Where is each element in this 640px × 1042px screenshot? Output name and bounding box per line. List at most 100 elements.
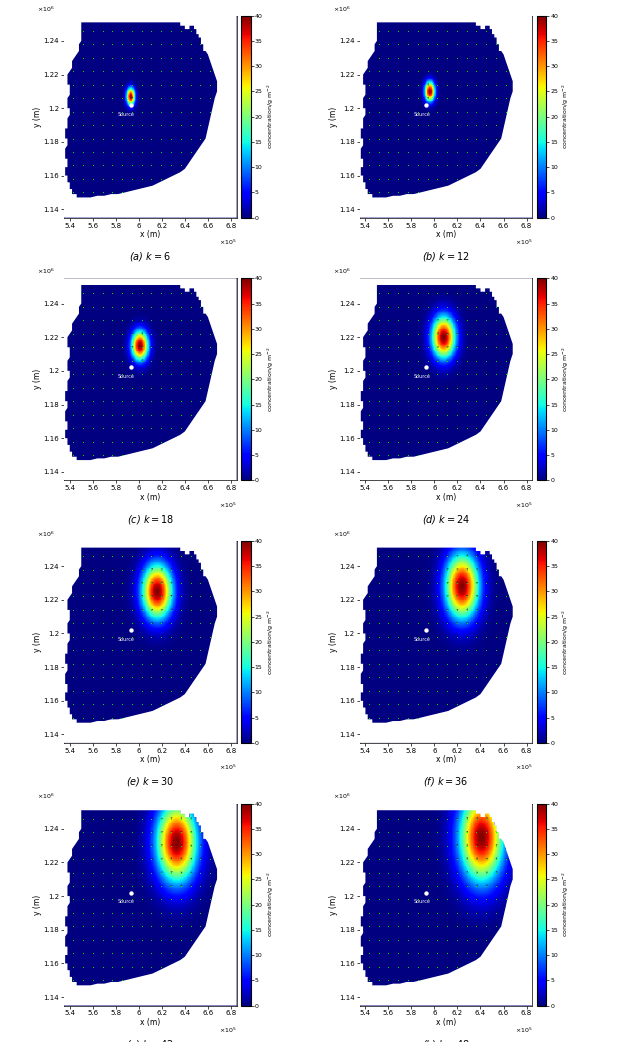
Point <box>127 76 137 93</box>
Point <box>136 339 147 355</box>
Point <box>413 683 423 699</box>
Point <box>166 932 176 948</box>
Point <box>195 655 205 672</box>
Point <box>78 628 88 645</box>
Point <box>166 850 176 867</box>
Point <box>393 642 403 659</box>
Point <box>147 325 157 342</box>
Y-axis label: concentration/g m$^{-2}$: concentration/g m$^{-2}$ <box>266 872 276 937</box>
Point <box>413 23 423 40</box>
Point <box>432 891 442 908</box>
X-axis label: x (m): x (m) <box>436 230 456 239</box>
Point <box>393 447 403 464</box>
Point <box>374 184 384 201</box>
Point <box>374 904 384 921</box>
Point <box>422 669 433 686</box>
Point <box>393 864 403 880</box>
Point <box>78 144 88 160</box>
Point <box>136 601 147 618</box>
Point <box>136 877 147 894</box>
Point <box>136 352 147 369</box>
Point <box>195 615 205 631</box>
Point <box>383 838 394 854</box>
Point <box>481 130 492 147</box>
Point <box>186 286 196 302</box>
Point <box>97 103 108 120</box>
Point <box>68 642 78 659</box>
Point <box>108 35 118 52</box>
Point <box>127 433 137 450</box>
Point <box>432 959 442 975</box>
Point <box>422 696 433 713</box>
Point <box>97 366 108 382</box>
Point <box>147 299 157 316</box>
Point <box>156 393 166 410</box>
Point <box>147 406 157 423</box>
Point <box>452 811 462 827</box>
Point <box>78 877 88 894</box>
Point <box>117 433 127 450</box>
Point <box>452 683 462 699</box>
Point <box>78 891 88 908</box>
Point <box>97 864 108 880</box>
Point <box>413 615 423 631</box>
Text: $\times10^6$: $\times10^6$ <box>333 4 351 14</box>
Point <box>156 562 166 578</box>
Point <box>393 339 403 355</box>
Point <box>78 811 88 827</box>
Point <box>166 325 176 342</box>
Point <box>422 76 433 93</box>
Point <box>393 379 403 396</box>
Point <box>186 299 196 316</box>
Point <box>176 891 186 908</box>
Point <box>147 393 157 410</box>
Point <box>127 144 137 160</box>
Point <box>500 339 511 355</box>
Point <box>374 393 384 410</box>
Point <box>422 811 433 827</box>
Point <box>413 90 423 106</box>
Point <box>176 628 186 645</box>
Point <box>78 932 88 948</box>
Point <box>205 615 215 631</box>
Point <box>127 325 137 342</box>
Point <box>127 655 137 672</box>
Point <box>97 811 108 827</box>
PathPatch shape <box>64 541 237 743</box>
Point <box>491 117 501 133</box>
Point <box>97 420 108 437</box>
Point <box>481 352 492 369</box>
Point <box>136 642 147 659</box>
Point <box>108 117 118 133</box>
Point <box>195 352 205 369</box>
Point <box>471 103 481 120</box>
Point <box>393 850 403 867</box>
Point <box>461 103 472 120</box>
Point <box>68 433 78 450</box>
Point <box>117 574 127 591</box>
Point <box>78 312 88 328</box>
Point <box>422 171 433 188</box>
Point <box>88 35 98 52</box>
Point <box>176 601 186 618</box>
Point <box>481 932 492 948</box>
Point <box>471 864 481 880</box>
Point <box>500 628 511 645</box>
Point <box>147 850 157 867</box>
Point <box>471 628 481 645</box>
Point <box>117 339 127 355</box>
Point <box>452 325 462 342</box>
Point <box>393 824 403 841</box>
Point <box>393 588 403 604</box>
Point <box>195 628 205 645</box>
Point <box>166 615 176 631</box>
Point <box>195 601 205 618</box>
Point <box>68 130 78 147</box>
Point <box>117 891 127 908</box>
Point <box>374 76 384 93</box>
Point <box>413 286 423 302</box>
Point <box>147 945 157 962</box>
Point <box>374 891 384 908</box>
Point <box>117 669 127 686</box>
Point <box>186 144 196 160</box>
